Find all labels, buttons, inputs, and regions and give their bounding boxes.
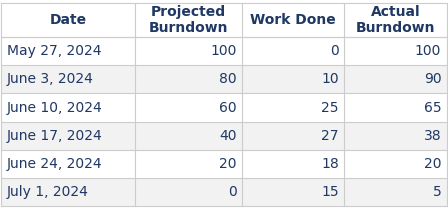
- Bar: [344, 150, 447, 178]
- Text: June 3, 2024: June 3, 2024: [7, 72, 94, 86]
- Bar: [135, 93, 242, 122]
- Bar: [135, 3, 242, 37]
- Text: 20: 20: [424, 157, 441, 171]
- Text: 18: 18: [321, 157, 339, 171]
- Text: 80: 80: [219, 72, 237, 86]
- Bar: [135, 65, 242, 93]
- Bar: [344, 93, 447, 122]
- Text: 38: 38: [424, 129, 441, 143]
- Bar: [1, 65, 135, 93]
- Text: 60: 60: [219, 101, 237, 115]
- Bar: [1, 3, 135, 37]
- Text: Work Done: Work Done: [250, 13, 336, 27]
- Text: Actual
Burndown: Actual Burndown: [356, 5, 435, 35]
- Bar: [344, 65, 447, 93]
- Bar: [1, 178, 135, 206]
- Text: June 17, 2024: June 17, 2024: [7, 129, 103, 143]
- Text: 25: 25: [321, 101, 339, 115]
- Text: 5: 5: [432, 185, 441, 199]
- Bar: [135, 150, 242, 178]
- Text: 15: 15: [321, 185, 339, 199]
- Text: 100: 100: [210, 44, 237, 58]
- Text: 20: 20: [219, 157, 237, 171]
- Text: 0: 0: [228, 185, 237, 199]
- Bar: [1, 122, 135, 150]
- Bar: [344, 37, 447, 65]
- Bar: [135, 37, 242, 65]
- Text: 100: 100: [415, 44, 441, 58]
- Bar: [1, 37, 135, 65]
- Bar: [242, 65, 344, 93]
- Bar: [242, 37, 344, 65]
- Text: May 27, 2024: May 27, 2024: [7, 44, 101, 58]
- Text: 10: 10: [321, 72, 339, 86]
- Text: June 24, 2024: June 24, 2024: [7, 157, 102, 171]
- Text: 90: 90: [424, 72, 441, 86]
- Bar: [242, 178, 344, 206]
- Text: June 10, 2024: June 10, 2024: [7, 101, 103, 115]
- Bar: [1, 150, 135, 178]
- Bar: [344, 3, 447, 37]
- Bar: [242, 150, 344, 178]
- Text: 40: 40: [219, 129, 237, 143]
- Bar: [344, 122, 447, 150]
- Bar: [344, 178, 447, 206]
- Bar: [1, 93, 135, 122]
- Text: July 1, 2024: July 1, 2024: [7, 185, 89, 199]
- Bar: [135, 178, 242, 206]
- Text: 65: 65: [424, 101, 441, 115]
- Text: 27: 27: [321, 129, 339, 143]
- Text: Date: Date: [50, 13, 87, 27]
- Bar: [242, 122, 344, 150]
- Text: Projected
Burndown: Projected Burndown: [149, 5, 228, 35]
- Text: 0: 0: [330, 44, 339, 58]
- Bar: [242, 93, 344, 122]
- Bar: [242, 3, 344, 37]
- Bar: [135, 122, 242, 150]
